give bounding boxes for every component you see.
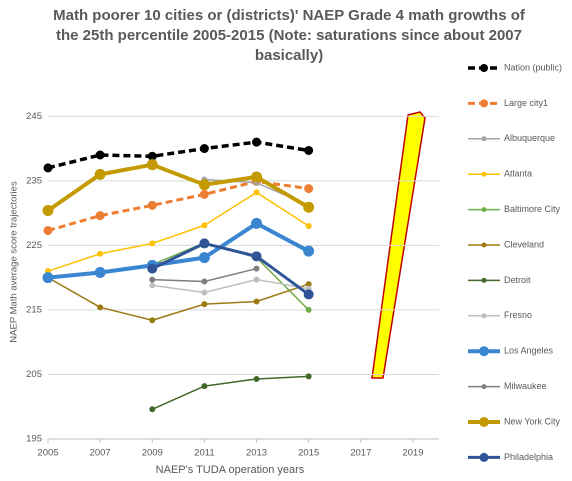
x-tick-label: 2019 <box>402 448 423 459</box>
series-marker <box>42 272 54 284</box>
series-line <box>47 140 309 170</box>
y-tick-label: 195 <box>26 434 42 445</box>
legend-marker <box>479 452 489 462</box>
x-tick-label: 2009 <box>142 448 163 459</box>
series-line <box>151 241 310 296</box>
series-marker <box>199 144 209 154</box>
series-marker <box>149 406 156 413</box>
series-marker <box>251 217 263 229</box>
series-marker <box>146 159 158 171</box>
series-marker <box>43 163 53 173</box>
series-marker <box>94 266 106 278</box>
legend-label: Cleveland <box>504 239 544 249</box>
series-marker <box>304 145 314 155</box>
x-tick-label: 2017 <box>350 448 371 459</box>
series-marker <box>201 222 208 229</box>
y-tick-label: 235 <box>26 175 42 186</box>
series-marker <box>42 205 54 217</box>
series-marker <box>198 179 210 191</box>
legend-marker <box>481 384 487 390</box>
series-marker <box>199 238 210 249</box>
series-marker <box>303 245 315 257</box>
series-marker <box>303 289 314 300</box>
series-marker <box>253 189 260 196</box>
series-line <box>47 221 310 280</box>
series-marker <box>305 223 312 229</box>
legend-marker <box>481 242 487 248</box>
legend-label: Albuquerque <box>504 133 555 143</box>
legend-marker <box>481 277 487 283</box>
x-tick-label: 2011 <box>194 448 214 459</box>
series-line <box>47 191 310 272</box>
legend-label: Baltimore City <box>504 204 561 214</box>
series-marker <box>305 306 312 313</box>
legend-marker <box>481 207 487 213</box>
series-marker <box>201 301 208 308</box>
series-marker <box>303 201 315 213</box>
series-marker <box>251 251 262 262</box>
legend-marker <box>481 136 487 142</box>
legend-label: Atlanta <box>504 169 532 179</box>
series-marker <box>149 276 156 283</box>
series-marker <box>199 189 209 199</box>
series-marker <box>253 265 260 272</box>
series-marker <box>97 304 104 311</box>
y-tick-label: 245 <box>26 111 42 122</box>
series-line <box>151 375 309 410</box>
series-marker <box>198 252 210 264</box>
series-marker <box>253 298 260 305</box>
legend-marker <box>479 346 489 357</box>
series-marker <box>43 226 53 236</box>
legend-label: Large city1 <box>504 98 548 108</box>
series-marker <box>95 211 105 221</box>
series-marker <box>201 289 208 296</box>
y-tick-label: 215 <box>26 304 42 315</box>
legend-label: New York City <box>504 416 561 426</box>
series-marker <box>95 150 105 160</box>
legend-label: Philadelphia <box>504 452 553 462</box>
series-marker <box>147 200 157 210</box>
legend-label: Fresno <box>504 310 532 320</box>
series-marker <box>201 278 208 285</box>
series-marker <box>305 373 312 380</box>
y-axis-label: NAEP Math average score trajectories <box>9 181 20 343</box>
legend-marker <box>480 64 488 72</box>
x-tick-label: 2005 <box>37 448 58 459</box>
series-marker <box>149 282 156 289</box>
series-marker <box>251 171 263 183</box>
legend-label: Los Angeles <box>504 346 554 356</box>
y-tick-label: 205 <box>26 369 42 380</box>
legend-marker <box>479 417 489 427</box>
chart-title: Math poorer 10 cities or (districts)' NA… <box>53 7 525 64</box>
legend-label: Detroit <box>504 275 531 285</box>
series-marker <box>304 184 314 194</box>
series-line <box>152 278 309 294</box>
series-line <box>47 276 309 321</box>
series-marker <box>201 383 208 390</box>
x-tick-label: 2007 <box>90 448 111 459</box>
series-marker <box>253 375 260 382</box>
series-marker <box>147 151 157 161</box>
series-line <box>46 162 310 213</box>
series-marker <box>253 276 260 283</box>
series-marker <box>149 240 156 247</box>
x-tick-label: 2013 <box>246 448 267 459</box>
series-marker <box>147 263 158 274</box>
series-marker <box>97 250 104 257</box>
legend-marker <box>481 313 487 319</box>
x-tick-label: 2015 <box>298 448 319 459</box>
series-marker <box>252 137 262 147</box>
y-tick-label: 225 <box>26 240 42 251</box>
series-marker <box>94 168 106 180</box>
series-marker <box>149 317 156 324</box>
legend-marker <box>481 171 487 177</box>
legend-marker <box>480 99 488 108</box>
legend-label: Milwaukee <box>504 381 547 391</box>
x-axis-label: NAEP's TUDA operation years <box>156 464 305 476</box>
legend-label: Nation (public) <box>504 62 562 72</box>
